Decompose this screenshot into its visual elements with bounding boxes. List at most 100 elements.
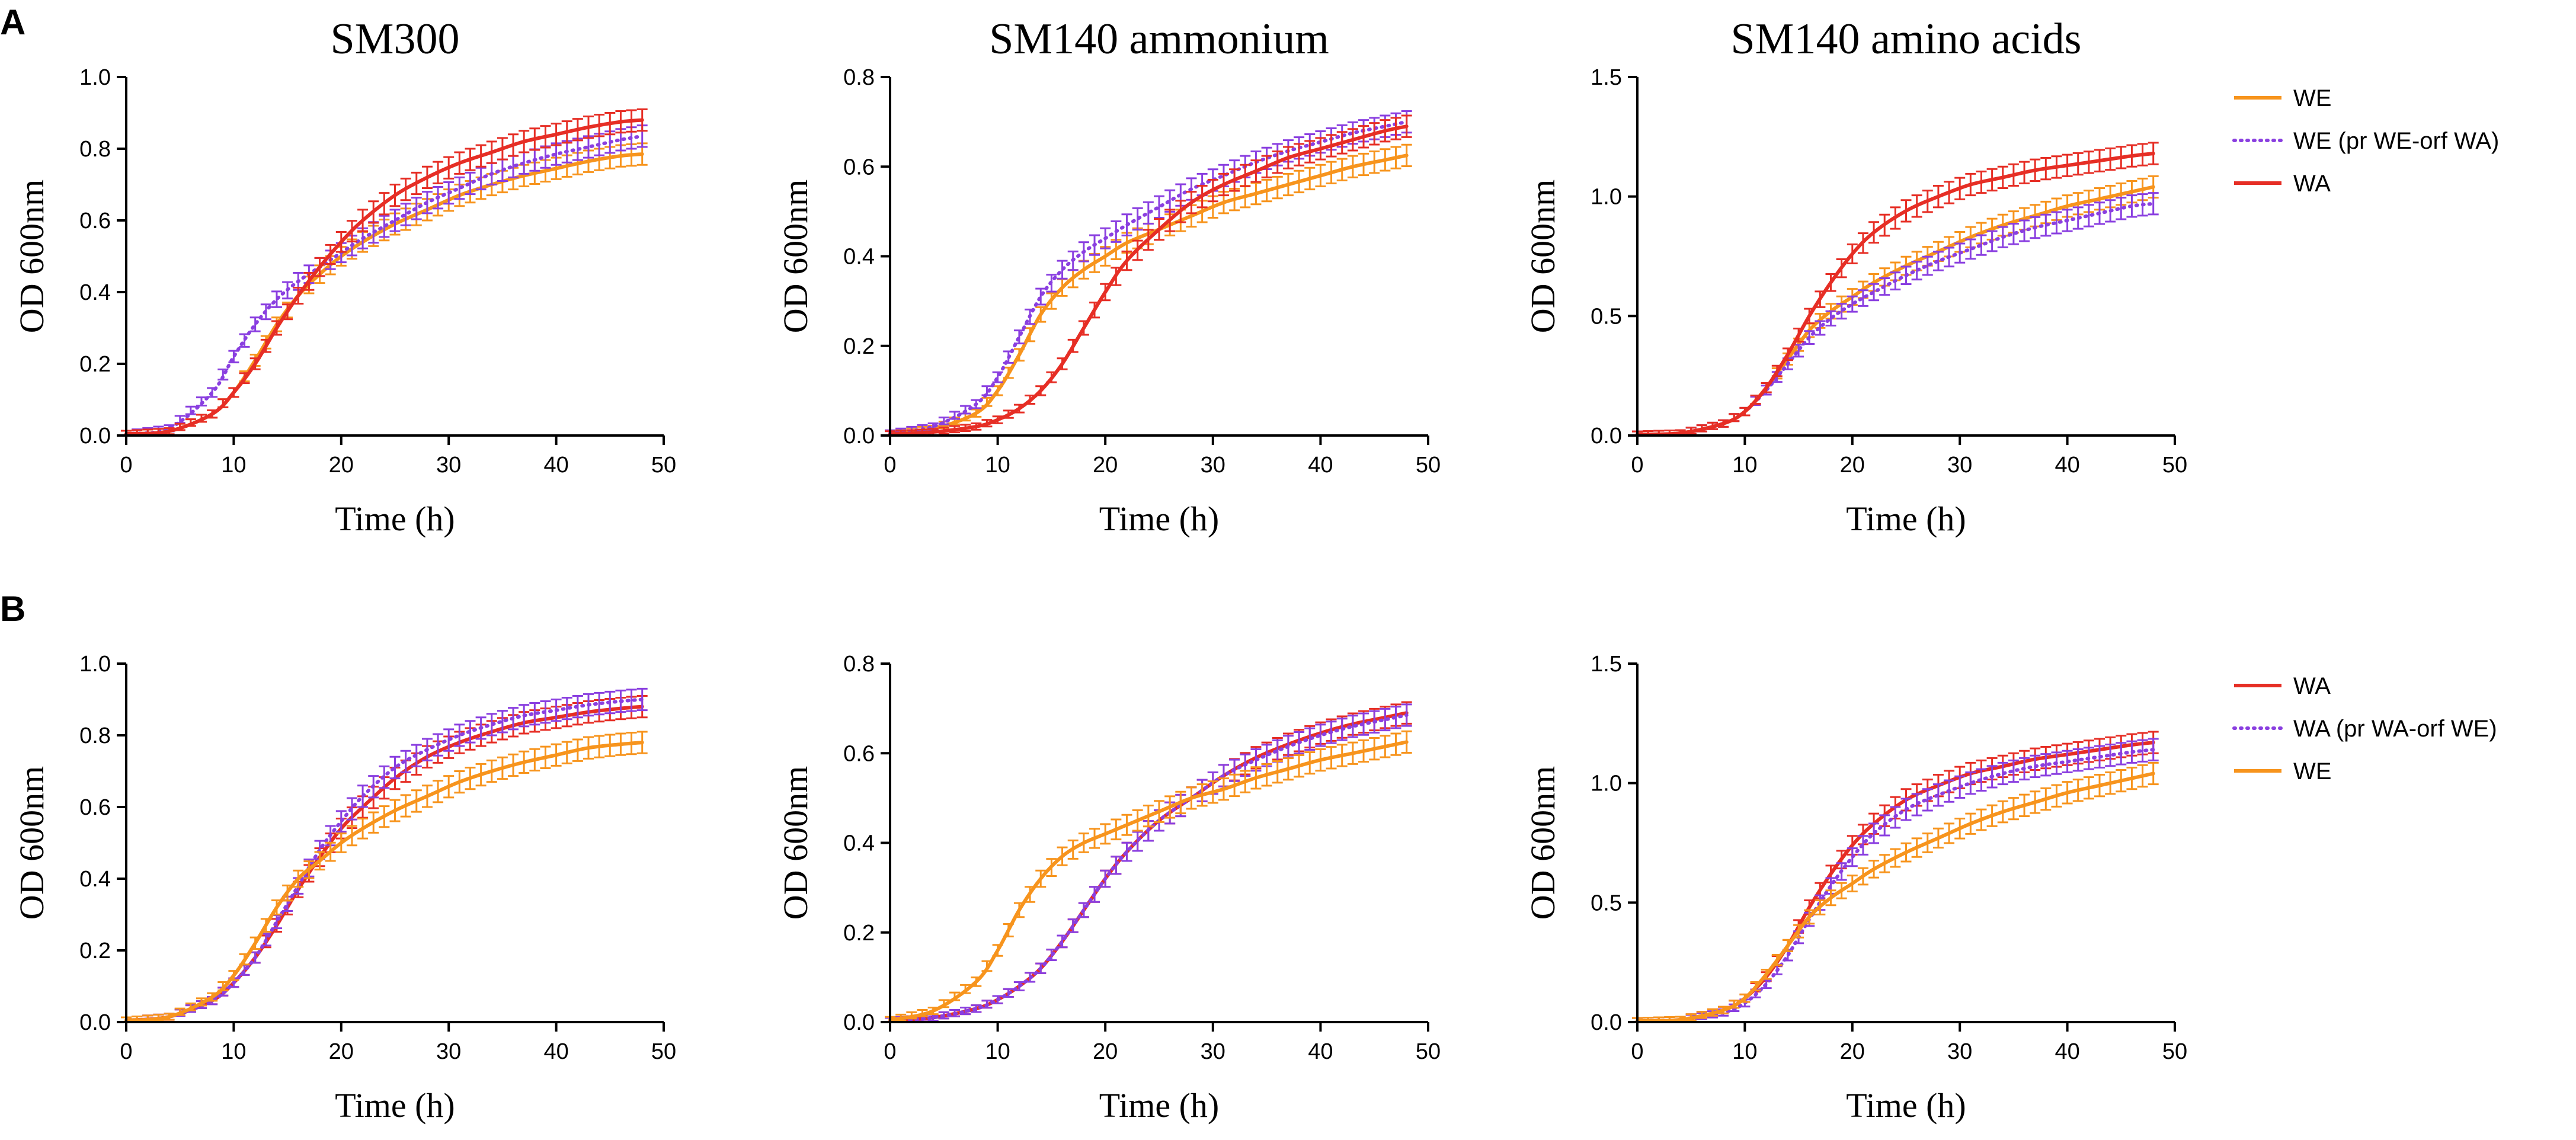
data-point xyxy=(976,426,977,427)
chart-2: 0 10 20 30 40 50 0.0 0.2 0.4 0.6 0.8 Time (h) OD 600… xyxy=(776,15,1441,538)
y-tick-label: 0.2 xyxy=(843,334,875,359)
x-tick-label: 30 xyxy=(1201,453,1225,478)
data-point xyxy=(588,161,589,162)
error-bars xyxy=(885,703,1412,1023)
y-tick-label: 1.0 xyxy=(1591,185,1622,210)
y-tick-label: 0.6 xyxy=(843,155,875,180)
chart-1: 0 10 20 30 40 50 0.0 0.2 0.4 0.6 0.8 1.0 Time (h) OD … xyxy=(12,15,676,538)
series-wa xyxy=(121,694,648,1023)
legend-label: WE xyxy=(2293,85,2331,111)
x-tick-label: 40 xyxy=(1308,1039,1333,1064)
data-point xyxy=(1062,856,1063,857)
x-tick-label: 20 xyxy=(1840,1039,1865,1064)
y-tick-label: 0.0 xyxy=(1591,424,1622,449)
series-line xyxy=(1636,748,2155,1023)
y-tick-label: 0.4 xyxy=(843,831,875,856)
data-point xyxy=(2067,792,2068,793)
y-tick-label: 0.0 xyxy=(843,1010,875,1035)
data-point xyxy=(1105,256,1106,257)
data-point xyxy=(1159,229,1160,230)
error-bars xyxy=(121,687,648,1023)
data-point xyxy=(233,982,234,983)
y-tick-label: 1.0 xyxy=(1591,771,1622,796)
x-tick-label: 40 xyxy=(1308,453,1333,478)
error-bars xyxy=(121,124,648,437)
y-tick-label: 0.0 xyxy=(843,424,875,449)
y-tick-label: 0.4 xyxy=(843,245,875,270)
x-axis-label: Time (h) xyxy=(1099,499,1220,538)
series-wa-pr-wa-orf-we xyxy=(1632,738,2159,1023)
data-point xyxy=(1787,955,1788,956)
series-wa xyxy=(1632,142,2159,437)
data-point xyxy=(1191,189,1192,190)
x-tick-label: 30 xyxy=(436,1039,461,1064)
x-axis-label: Time (h) xyxy=(1846,1086,1966,1125)
chart-title: SM140 amino acids xyxy=(1731,15,2082,63)
x-tick-label: 30 xyxy=(1947,1039,1972,1064)
legend-entry: WE xyxy=(2234,758,2331,784)
data-point xyxy=(1352,166,1353,167)
data-point xyxy=(588,146,589,147)
data-point xyxy=(976,981,977,982)
error-bars xyxy=(885,114,1412,437)
y-tick-label: 0.6 xyxy=(79,795,111,820)
x-tick-label: 50 xyxy=(2162,453,2187,478)
error-bars xyxy=(885,143,1412,437)
x-tick-label: 20 xyxy=(1840,453,1865,478)
data-point xyxy=(459,735,460,736)
y-tick-label: 0.4 xyxy=(79,280,111,305)
error-bars xyxy=(885,110,1412,437)
data-point xyxy=(2002,225,2003,226)
y-axis-label: OD 600nm xyxy=(776,766,815,920)
x-tick-label: 0 xyxy=(884,1039,896,1064)
legend-a: WE WE (pr WE-orf WA) WA xyxy=(2232,85,2499,197)
legend-label: WA xyxy=(2293,673,2331,699)
x-axis-label: Time (h) xyxy=(335,1086,455,1125)
y-tick-label: 0.5 xyxy=(1591,304,1622,329)
data-point xyxy=(2035,170,2036,171)
data-point xyxy=(2035,766,2036,767)
error-bars xyxy=(121,142,648,437)
y-tick-label: 0.0 xyxy=(1591,1010,1622,1035)
legend-label: WE (pr WE-orf WA) xyxy=(2293,128,2499,154)
data-point xyxy=(276,921,277,922)
y-axis-label: OD 600nm xyxy=(1524,180,1562,333)
data-point xyxy=(620,744,621,745)
data-point xyxy=(1970,237,1971,238)
series-wa xyxy=(885,701,1412,1023)
x-axis-label: Time (h) xyxy=(1099,1086,1220,1125)
x-tick-label: 0 xyxy=(120,1039,132,1064)
error-bars xyxy=(1632,731,2159,1023)
series-we xyxy=(885,143,1412,437)
legend-label: WA xyxy=(2293,171,2331,197)
data-point xyxy=(276,907,277,908)
data-point xyxy=(1105,292,1106,293)
data-point xyxy=(1062,941,1063,942)
series-line xyxy=(124,741,644,1022)
y-tick-label: 0.8 xyxy=(79,137,111,162)
x-tick-label: 10 xyxy=(985,453,1010,478)
legend-entry: WA xyxy=(2234,171,2331,197)
data-point xyxy=(2067,761,2068,762)
legend-label: WE xyxy=(2293,758,2331,784)
data-point xyxy=(212,392,213,393)
legend-entry: WA xyxy=(2234,673,2331,699)
y-tick-label: 0.6 xyxy=(79,209,111,233)
x-tick-label: 30 xyxy=(1947,453,1972,478)
chart-title: SM300 xyxy=(331,15,460,63)
data-point xyxy=(620,121,621,122)
data-point xyxy=(1406,155,1407,156)
error-bars xyxy=(885,730,1412,1023)
y-tick-label: 0.2 xyxy=(843,921,875,946)
x-tick-label: 30 xyxy=(1201,1039,1225,1064)
data-point xyxy=(997,950,998,951)
series-line xyxy=(1636,152,2155,436)
x-tick-label: 20 xyxy=(1093,453,1118,478)
x-tick-label: 50 xyxy=(651,1039,676,1064)
y-tick-label: 0.0 xyxy=(79,1010,111,1035)
data-point xyxy=(233,356,234,357)
series-line xyxy=(888,153,1409,435)
series-line xyxy=(124,134,644,435)
data-point xyxy=(1159,811,1160,812)
data-point xyxy=(620,701,621,702)
